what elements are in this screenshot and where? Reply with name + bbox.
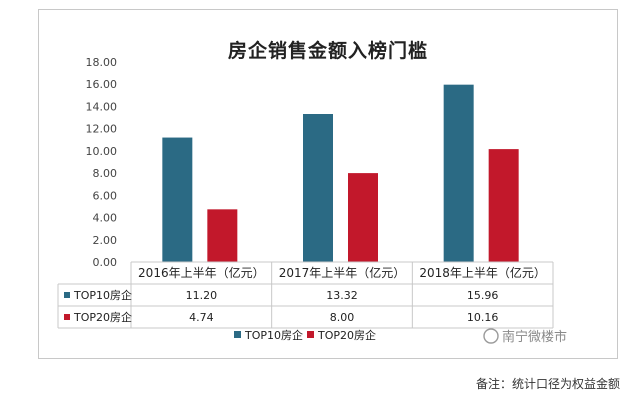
bar — [303, 114, 333, 262]
category-label: 2017年上半年（亿元） — [279, 265, 406, 280]
bar — [488, 149, 519, 262]
legend-swatch — [234, 331, 241, 338]
legend-label: TOP20房企 — [317, 328, 376, 342]
y-tick-label: 18.00 — [86, 56, 118, 69]
bar — [348, 173, 378, 262]
data-label: 10.16 — [467, 311, 499, 324]
y-tick-label: 6.00 — [93, 189, 118, 202]
legend-label: TOP10房企 — [244, 328, 303, 342]
watermark-logo: 南宁微楼市 — [483, 328, 567, 345]
y-tick-label: 0.00 — [93, 256, 118, 269]
data-label: 13.32 — [326, 289, 358, 302]
bar — [207, 209, 238, 262]
y-tick-label: 14.00 — [86, 100, 118, 113]
table-legend-key — [64, 292, 70, 298]
y-tick-label: 16.00 — [86, 78, 118, 91]
legend-swatch — [307, 331, 314, 338]
data-label: 15.96 — [467, 289, 499, 302]
footnote: 备注：统计口径为权益金额 — [475, 377, 620, 391]
y-tick-label: 4.00 — [93, 212, 118, 225]
category-label: 2016年上半年（亿元） — [138, 265, 265, 280]
table-series-name: TOP20房企 — [73, 310, 132, 324]
chart-title: 房企销售金额入榜门槛 — [227, 40, 428, 62]
y-tick-label: 8.00 — [93, 167, 118, 180]
bar — [443, 84, 474, 263]
watermark-text: 南宁微楼市 — [502, 329, 567, 345]
y-tick-label: 12.00 — [86, 123, 118, 136]
table-legend-key — [64, 314, 70, 320]
data-label: 8.00 — [330, 311, 355, 324]
y-tick-label: 2.00 — [93, 234, 118, 247]
data-label: 11.20 — [186, 289, 218, 302]
wechat-icon — [483, 328, 499, 344]
bar — [162, 137, 193, 262]
category-label: 2018年上半年（亿元） — [419, 265, 546, 280]
table-series-name: TOP10房企 — [73, 288, 132, 302]
data-label: 4.74 — [189, 311, 214, 324]
y-tick-label: 10.00 — [86, 145, 118, 158]
